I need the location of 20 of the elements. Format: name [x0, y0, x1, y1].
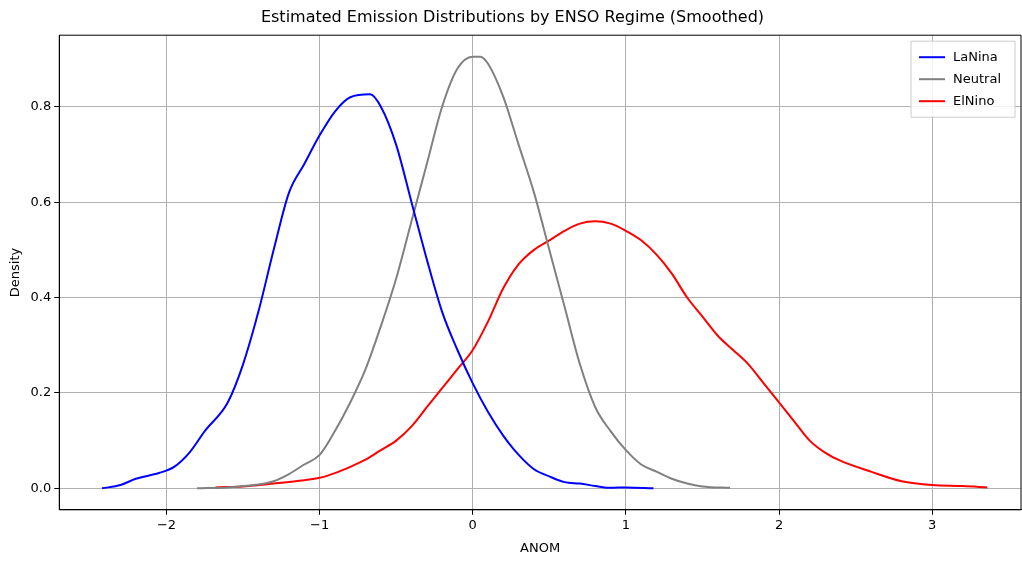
legend-label: Neutral [953, 70, 1001, 86]
y-tick-label: 0.0 [30, 479, 52, 495]
y-tick-label: 0.4 [30, 288, 52, 304]
y-axis-title: Density [7, 247, 23, 298]
line-series [101, 93, 655, 490]
line-series [196, 55, 732, 490]
y-tick-label: 0.2 [30, 384, 52, 400]
chart-title: Estimated Emission Distributions by ENSO Regime (Smoothed) [260, 6, 765, 26]
x-tick-label: 1 [621, 516, 631, 532]
x-tick-label: 0 [468, 516, 477, 532]
x-tick-label: −1 [310, 516, 330, 532]
line-series [214, 220, 989, 489]
x-tick-label: 2 [774, 516, 784, 532]
y-tick-label: 0.6 [30, 193, 52, 209]
legend-label: LaNina [953, 48, 998, 64]
x-tick-label: −2 [156, 516, 177, 532]
y-tick-label: 0.8 [30, 98, 52, 114]
legend-label: ElNino [953, 92, 995, 108]
x-axis-title: ANOM [520, 539, 561, 555]
x-tick-label: 3 [928, 516, 937, 532]
